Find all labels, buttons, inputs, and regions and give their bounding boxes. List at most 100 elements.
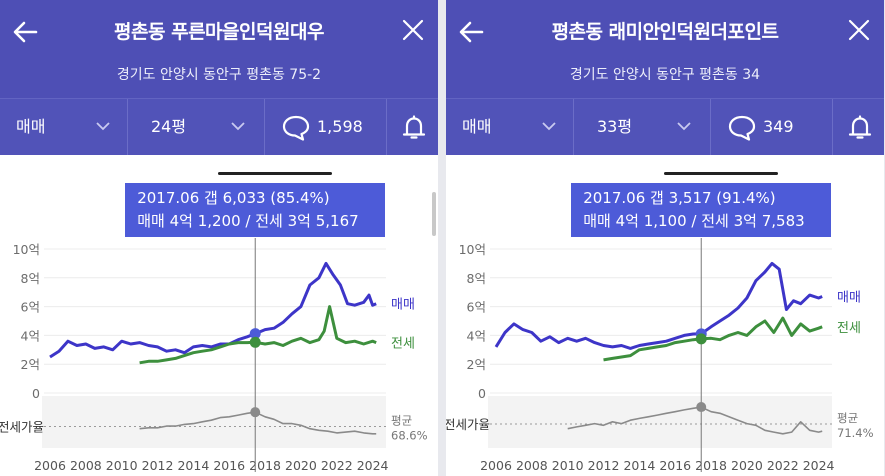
ratio-label: 전세가율 <box>0 419 44 434</box>
apartment-title: 평촌동 푸른마을인덕원대우 <box>114 21 324 43</box>
panel-header: 평촌동 래미안인덕원더포인트 경기도 안양시 동안구 평촌동 34 <box>446 0 884 98</box>
comment-icon[interactable] <box>728 115 756 141</box>
y-tick-label: 4억 <box>467 328 486 343</box>
close-icon[interactable] <box>402 19 424 41</box>
legend-label: 전세 <box>837 321 861 336</box>
back-arrow-icon[interactable] <box>458 19 484 45</box>
legend-label: 매매 <box>837 291 861 306</box>
x-tick-label: 2014 <box>177 458 209 473</box>
x-tick-label: 2010 <box>106 458 138 473</box>
divider <box>264 99 265 155</box>
area-value: 33평 <box>597 117 633 136</box>
x-tick-label: 2010 <box>552 458 584 473</box>
drag-handle[interactable] <box>664 172 778 175</box>
x-tick-label: 2022 <box>767 458 799 473</box>
jeonse-price-line-marker <box>249 336 261 348</box>
apartment-address: 경기도 안양시 동안구 평촌동 34 <box>569 67 761 83</box>
y-tick-label: 8억 <box>21 271 40 286</box>
ratio-band <box>42 396 386 448</box>
y-tick-label: 10억 <box>13 242 40 257</box>
trade-type-select[interactable]: 매매 <box>16 99 126 155</box>
jeonse-ratio-line-marker <box>250 407 261 418</box>
x-tick-label: 2024 <box>357 458 389 473</box>
x-tick-label: 2008 <box>70 458 102 473</box>
sale-price-line-marker <box>249 328 261 340</box>
scrollbar[interactable] <box>432 192 436 236</box>
x-tick-label: 2014 <box>623 458 655 473</box>
average-label: 평균 <box>837 411 858 425</box>
x-tick-label: 2018 <box>249 458 281 473</box>
chevron-down-icon[interactable] <box>677 121 691 131</box>
back-arrow-icon[interactable] <box>12 19 38 45</box>
legend-label: 전세 <box>391 337 415 352</box>
y-tick-label: 6억 <box>21 300 40 315</box>
y-tick-label: 8억 <box>467 271 486 286</box>
x-tick-label: 2012 <box>142 458 174 473</box>
divider <box>832 99 833 155</box>
divider <box>573 99 574 155</box>
x-tick-label: 2016 <box>213 458 245 473</box>
tooltip-gap: 2017.06 갭 6,033 (85.4%) <box>137 189 330 207</box>
comment-icon[interactable] <box>282 115 310 141</box>
trade-type-value: 매매 <box>462 117 492 136</box>
apartment-title: 평촌동 래미안인덕원더포인트 <box>551 21 779 43</box>
filter-bar: 매매 24평 1,598 <box>0 98 438 155</box>
y-tick-label: 0 <box>478 386 486 401</box>
chart-tooltip: 2017.06 갭 6,033 (85.4%) 매매 4억 1,200 / 전세… <box>125 183 386 237</box>
x-tick-label: 2012 <box>588 458 620 473</box>
comment-count[interactable]: 1,598 <box>317 117 363 136</box>
y-tick-label: 2억 <box>467 357 486 372</box>
x-tick-label: 2020 <box>731 458 763 473</box>
price-chart[interactable]: 10억 8억 6억 4억 2억 0 2006 2008 2010 2012 2014 2016 2018… <box>446 176 884 476</box>
trade-type-value: 매매 <box>16 117 46 136</box>
jeonse-price-line-marker <box>695 333 707 345</box>
trade-type-select[interactable]: 매매 <box>462 99 572 155</box>
chart-tooltip: 2017.06 갭 3,517 (91.4%) 매매 4억 1,100 / 전세… <box>571 183 832 237</box>
y-tick-label: 4억 <box>21 328 40 343</box>
divider <box>127 99 128 155</box>
x-tick-label: 2006 <box>34 458 66 473</box>
bell-icon[interactable] <box>402 115 426 141</box>
jeonse-ratio-line-marker <box>696 402 707 413</box>
tooltip-gap: 2017.06 갭 3,517 (91.4%) <box>583 189 776 207</box>
jeonse-price-line <box>139 305 377 365</box>
apartment-address: 경기도 안양시 동안구 평촌동 75-2 <box>116 67 322 83</box>
jeonse-price-line <box>603 316 823 362</box>
y-tick-label: 6억 <box>467 300 486 315</box>
y-tick-label: 0 <box>32 386 40 401</box>
x-tick-label: 2018 <box>695 458 727 473</box>
tooltip-prices: 매매 4억 1,200 / 전세 3억 5,167 <box>137 212 359 230</box>
x-tick-label: 2022 <box>321 458 353 473</box>
y-tick-label: 10억 <box>459 242 486 257</box>
area-value: 24평 <box>151 117 187 136</box>
sale-price-line <box>494 261 823 350</box>
jeonse-ratio-line <box>139 411 377 435</box>
price-chart[interactable]: 10억 8억 6억 4억 2억 0 2006 2008 2010 2012 2014 2016 2018… <box>0 176 438 476</box>
area-select[interactable]: 24평 <box>151 99 261 155</box>
comment-count[interactable]: 349 <box>763 117 794 136</box>
divider <box>710 99 711 155</box>
apartment-panel-right: 평촌동 래미안인덕원더포인트 경기도 안양시 동안구 평촌동 34 매매 33평… <box>446 0 884 476</box>
ratio-label: 전세가율 <box>446 417 490 432</box>
bell-icon[interactable] <box>848 115 872 141</box>
drag-handle[interactable] <box>218 172 332 175</box>
average-label: 평균 <box>391 413 412 427</box>
ratio-band <box>488 396 832 448</box>
panel-header: 평촌동 푸른마을인덕원대우 경기도 안양시 동안구 평촌동 75-2 <box>0 0 438 98</box>
average-value: 68.6% <box>391 428 428 442</box>
chevron-down-icon[interactable] <box>96 121 110 131</box>
legend-label: 매매 <box>391 298 415 313</box>
filter-bar: 매매 33평 349 <box>446 98 884 155</box>
x-tick-label: 2016 <box>659 458 691 473</box>
x-tick-label: 2024 <box>803 458 835 473</box>
chevron-down-icon[interactable] <box>231 121 245 131</box>
x-tick-label: 2006 <box>480 458 512 473</box>
apartment-panel-left: 평촌동 푸른마을인덕원대우 경기도 안양시 동안구 평촌동 75-2 매매 24… <box>0 0 438 476</box>
chevron-down-icon[interactable] <box>542 121 556 131</box>
divider <box>386 99 387 155</box>
x-tick-label: 2020 <box>285 458 317 473</box>
average-value: 71.4% <box>837 426 874 440</box>
area-select[interactable]: 33평 <box>597 99 707 155</box>
x-tick-label: 2008 <box>516 458 548 473</box>
close-icon[interactable] <box>848 19 870 41</box>
